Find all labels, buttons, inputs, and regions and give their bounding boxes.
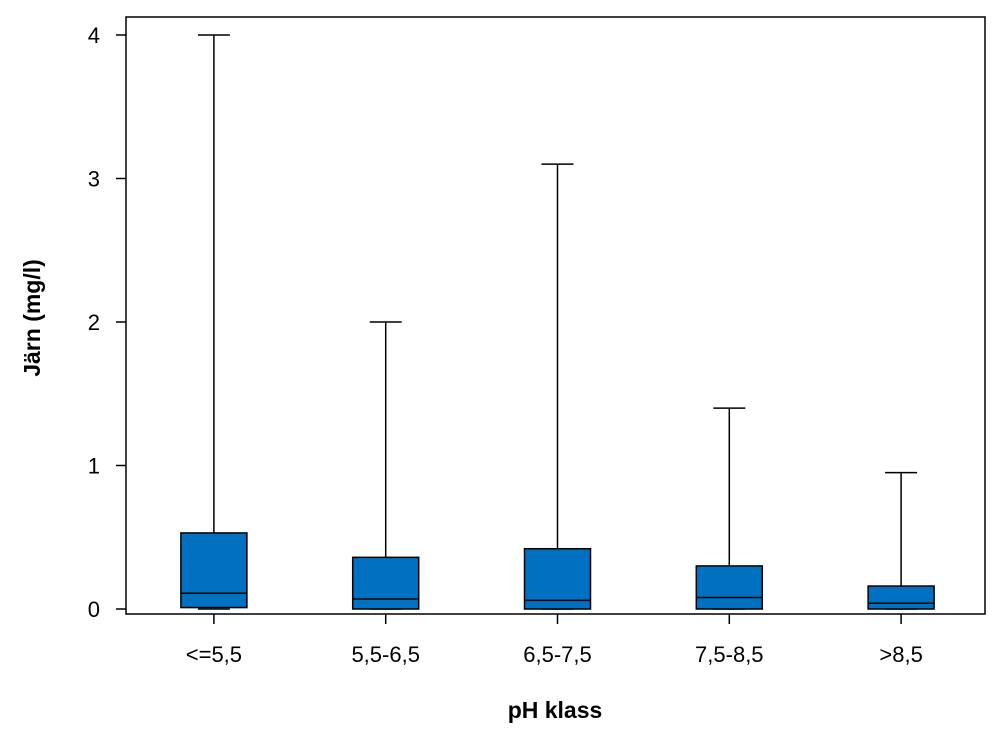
box-group	[351, 321, 420, 610]
y-tick-label: 3	[88, 167, 100, 192]
box-group	[523, 163, 592, 610]
plot-frame	[125, 16, 986, 615]
box	[523, 547, 592, 610]
box	[351, 556, 420, 610]
box	[695, 565, 764, 610]
box-series	[180, 34, 935, 610]
x-axis-title: pH klass	[508, 697, 603, 723]
x-tick-label: 6,5-7,5	[523, 642, 592, 667]
box-group	[867, 471, 935, 610]
y-tick-label: 0	[88, 597, 100, 622]
x-axis: <=5,5 5,5-6,5 6,5-7,5 7,5-8,5 >8,5	[186, 614, 923, 667]
box-group	[695, 407, 764, 610]
y-axis-title: Järn (mg/l)	[19, 259, 45, 377]
box	[867, 585, 935, 610]
y-tick-label: 1	[88, 454, 100, 479]
y-tick-label: 2	[88, 310, 100, 335]
box	[180, 532, 248, 609]
y-axis: 0 1 2 3 4	[88, 23, 126, 622]
y-tick-label: 4	[88, 23, 100, 48]
x-tick-label: 7,5-8,5	[695, 642, 764, 667]
x-tick-label: >8,5	[879, 642, 922, 667]
x-tick-label: <=5,5	[186, 642, 242, 667]
x-tick-label: 5,5-6,5	[351, 642, 420, 667]
box-group	[180, 34, 248, 610]
